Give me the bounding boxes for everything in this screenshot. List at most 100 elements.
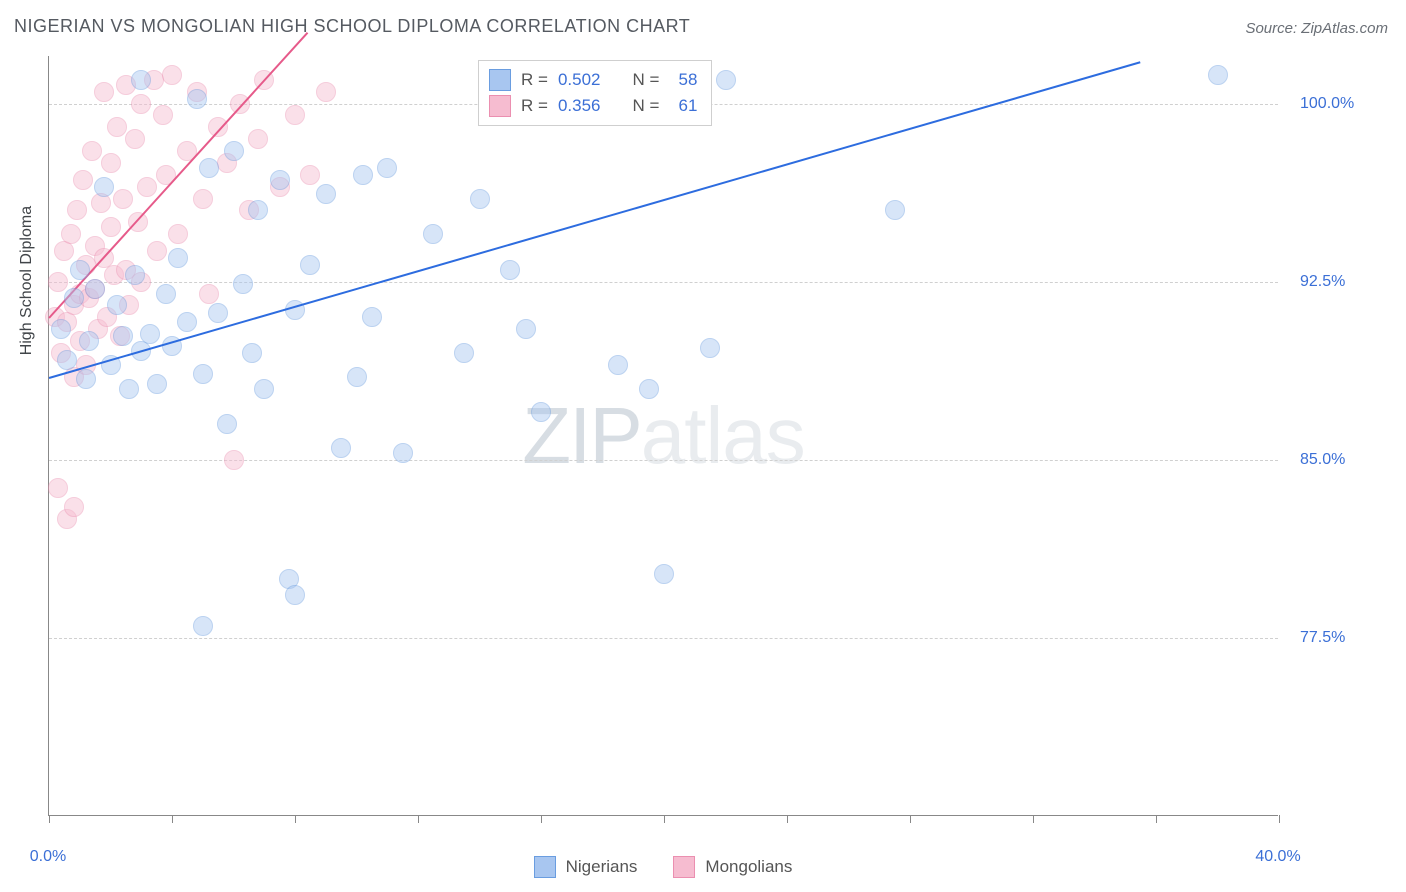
data-point-nigerians [716, 70, 736, 90]
y-tick-label: 85.0% [1300, 451, 1345, 469]
data-point-mongolians [82, 141, 102, 161]
swatch-nigerians [489, 69, 511, 91]
swatch-nigerians [534, 856, 556, 878]
r-label: R = [521, 70, 548, 90]
data-point-nigerians [353, 165, 373, 185]
data-point-nigerians [285, 585, 305, 605]
x-tick [541, 815, 542, 823]
data-point-nigerians [224, 141, 244, 161]
r-label: R = [521, 96, 548, 116]
series-legend: Nigerians Mongolians [48, 856, 1278, 878]
data-point-nigerians [199, 158, 219, 178]
data-point-mongolians [248, 129, 268, 149]
data-point-mongolians [300, 165, 320, 185]
legend-row: R = 0.502 N = 58 [489, 67, 697, 93]
data-point-mongolians [73, 170, 93, 190]
data-point-nigerians [217, 414, 237, 434]
legend-label-mongolians: Mongolians [705, 857, 792, 877]
data-point-nigerians [516, 319, 536, 339]
data-point-nigerians [147, 374, 167, 394]
data-point-mongolians [224, 450, 244, 470]
data-point-nigerians [639, 379, 659, 399]
data-point-nigerians [119, 379, 139, 399]
x-tick [1156, 815, 1157, 823]
data-point-mongolians [162, 65, 182, 85]
x-tick [910, 815, 911, 823]
data-point-mongolians [101, 153, 121, 173]
n-label: N = [632, 96, 659, 116]
data-point-mongolians [193, 189, 213, 209]
data-point-mongolians [316, 82, 336, 102]
data-point-mongolians [61, 224, 81, 244]
n-label: N = [632, 70, 659, 90]
data-point-nigerians [76, 369, 96, 389]
r-value: 0.502 [558, 70, 601, 90]
source-attribution: Source: ZipAtlas.com [1245, 20, 1388, 37]
data-point-nigerians [70, 260, 90, 280]
r-value: 0.356 [558, 96, 601, 116]
n-value: 58 [669, 70, 697, 90]
x-tick-label: 40.0% [1255, 848, 1300, 866]
y-tick-label: 77.5% [1300, 629, 1345, 647]
data-point-nigerians [377, 158, 397, 178]
data-point-mongolians [168, 224, 188, 244]
data-point-nigerians [1208, 65, 1228, 85]
data-point-nigerians [331, 438, 351, 458]
data-point-nigerians [140, 324, 160, 344]
data-point-mongolians [137, 177, 157, 197]
data-point-nigerians [233, 274, 253, 294]
data-point-nigerians [470, 189, 490, 209]
chart-title: NIGERIAN VS MONGOLIAN HIGH SCHOOL DIPLOM… [14, 16, 690, 37]
data-point-nigerians [131, 70, 151, 90]
data-point-mongolians [94, 82, 114, 102]
watermark-atlas: atlas [641, 391, 805, 480]
x-tick-label: 0.0% [30, 848, 66, 866]
data-point-nigerians [700, 338, 720, 358]
x-tick [172, 815, 173, 823]
legend-row: R =0.356N =61 [489, 93, 697, 119]
data-point-nigerians [270, 170, 290, 190]
data-point-nigerians [187, 89, 207, 109]
data-point-mongolians [131, 94, 151, 114]
data-point-nigerians [156, 284, 176, 304]
data-point-mongolians [128, 212, 148, 232]
legend-label-nigerians: Nigerians [566, 857, 638, 877]
data-point-mongolians [147, 241, 167, 261]
data-point-mongolians [153, 105, 173, 125]
data-point-nigerians [454, 343, 474, 363]
x-tick [295, 815, 296, 823]
data-point-nigerians [107, 295, 127, 315]
data-point-nigerians [242, 343, 262, 363]
data-point-mongolians [101, 217, 121, 237]
data-point-mongolians [107, 117, 127, 137]
data-point-mongolians [285, 105, 305, 125]
y-tick-label: 92.5% [1300, 273, 1345, 291]
data-point-nigerians [85, 279, 105, 299]
data-point-nigerians [608, 355, 628, 375]
data-point-nigerians [208, 303, 228, 323]
data-point-nigerians [362, 307, 382, 327]
data-point-nigerians [248, 200, 268, 220]
x-tick [1033, 815, 1034, 823]
data-point-nigerians [316, 184, 336, 204]
data-point-nigerians [79, 331, 99, 351]
data-point-nigerians [193, 616, 213, 636]
data-point-nigerians [654, 564, 674, 584]
x-tick [787, 815, 788, 823]
x-tick [1279, 815, 1280, 823]
data-point-nigerians [94, 177, 114, 197]
data-point-nigerians [113, 326, 133, 346]
data-point-nigerians [57, 350, 77, 370]
watermark: ZIPatlas [522, 390, 804, 482]
swatch-mongolians [673, 856, 695, 878]
x-tick [664, 815, 665, 823]
x-tick [418, 815, 419, 823]
data-point-nigerians [193, 364, 213, 384]
data-point-nigerians [177, 312, 197, 332]
swatch-mongolians [489, 95, 511, 117]
correlation-legend: R =0.502N =58R =0.356N =61 [478, 60, 712, 126]
data-point-nigerians [500, 260, 520, 280]
data-point-mongolians [48, 478, 68, 498]
data-point-mongolians [125, 129, 145, 149]
data-point-nigerians [64, 288, 84, 308]
